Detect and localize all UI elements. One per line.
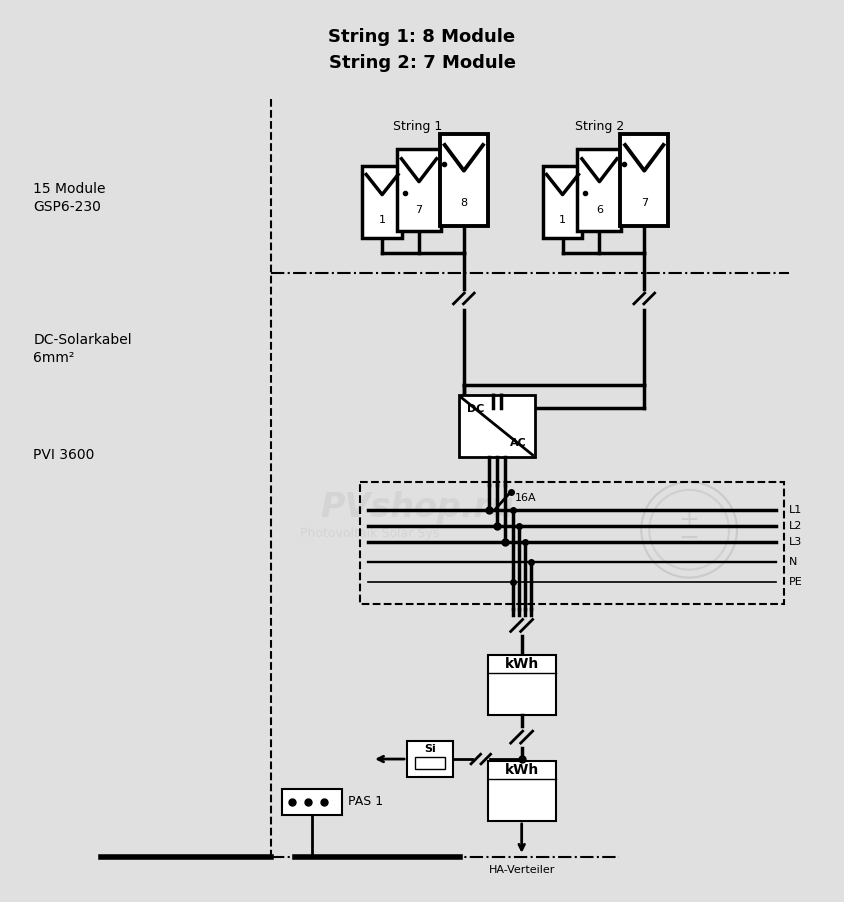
Text: L1: L1 bbox=[789, 505, 802, 515]
Bar bbox=[488, 656, 555, 715]
Text: kWh: kWh bbox=[505, 658, 538, 671]
Text: 1: 1 bbox=[379, 215, 386, 225]
Bar bbox=[440, 134, 488, 226]
Text: String 1: String 1 bbox=[393, 119, 442, 133]
Text: L3: L3 bbox=[789, 537, 802, 547]
Bar bbox=[415, 757, 445, 769]
Bar bbox=[577, 149, 621, 231]
Text: PVI 3600: PVI 3600 bbox=[33, 448, 95, 462]
Text: GSP6-230: GSP6-230 bbox=[33, 199, 101, 214]
Text: String 2: String 2 bbox=[575, 119, 624, 133]
Bar bbox=[360, 482, 784, 603]
Text: Photovoltaik Solar Sys: Photovoltaik Solar Sys bbox=[300, 528, 440, 540]
Text: PAS 1: PAS 1 bbox=[349, 796, 383, 808]
Text: kWh: kWh bbox=[505, 763, 538, 777]
Text: 16A: 16A bbox=[515, 492, 536, 502]
Text: 7: 7 bbox=[641, 198, 648, 207]
Text: DC-Solarkabel: DC-Solarkabel bbox=[33, 334, 132, 347]
Text: 7: 7 bbox=[415, 206, 423, 216]
Text: PE: PE bbox=[789, 576, 803, 586]
Text: 8: 8 bbox=[460, 198, 468, 207]
Text: 15 Module: 15 Module bbox=[33, 182, 105, 196]
Bar bbox=[459, 395, 534, 457]
Bar bbox=[283, 789, 343, 815]
Text: DC: DC bbox=[467, 404, 484, 414]
Text: AC: AC bbox=[510, 438, 527, 448]
Text: 1: 1 bbox=[559, 215, 566, 225]
Text: −: − bbox=[679, 526, 700, 549]
Bar bbox=[488, 761, 555, 821]
Text: 6: 6 bbox=[596, 206, 603, 216]
Text: +: + bbox=[679, 508, 700, 532]
Text: L2: L2 bbox=[789, 520, 802, 530]
Text: 6mm²: 6mm² bbox=[33, 351, 74, 365]
Text: String 1: 8 Module: String 1: 8 Module bbox=[328, 28, 516, 46]
Text: Si: Si bbox=[424, 744, 436, 754]
Text: PVshop.ru: PVshop.ru bbox=[321, 492, 514, 524]
Bar bbox=[407, 741, 453, 777]
Text: String 2: 7 Module: String 2: 7 Module bbox=[328, 54, 516, 72]
Text: HA-Verteiler: HA-Verteiler bbox=[489, 865, 555, 875]
Bar bbox=[397, 149, 441, 231]
Bar bbox=[543, 166, 582, 237]
Bar bbox=[362, 166, 402, 237]
Bar bbox=[620, 134, 668, 226]
Text: N: N bbox=[789, 557, 798, 566]
